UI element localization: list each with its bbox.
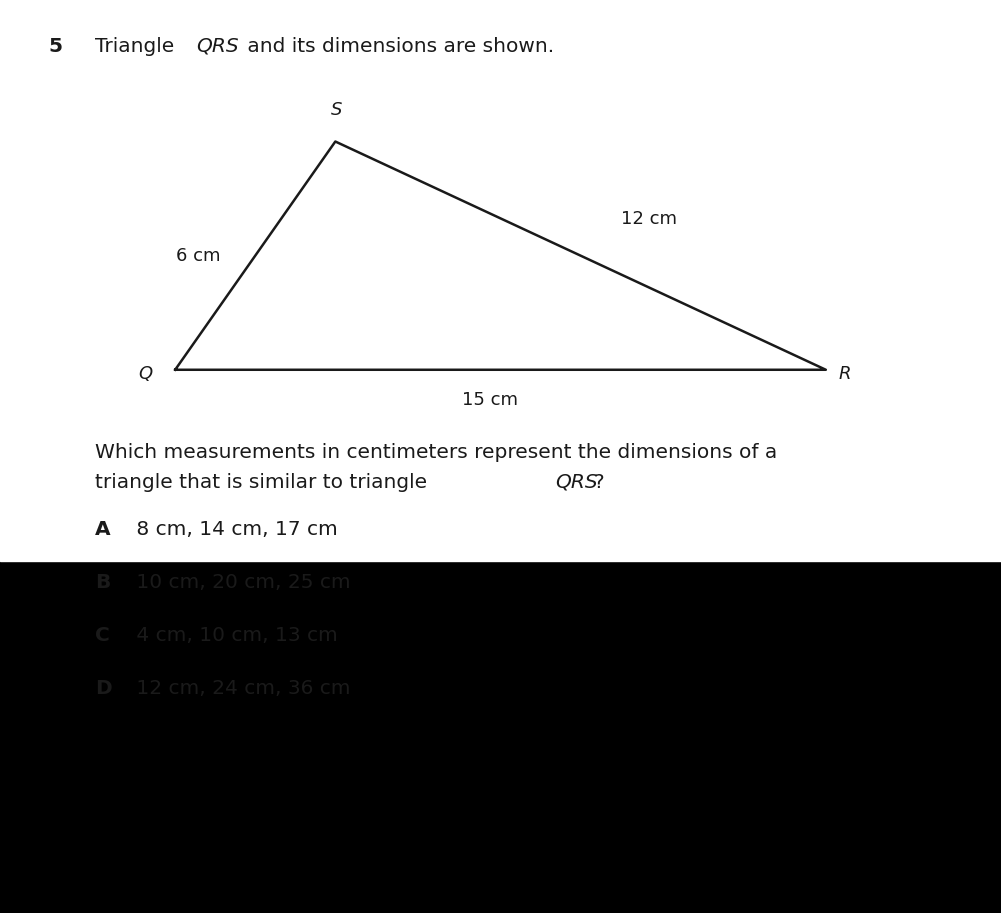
Text: triangle that is similar to triangle: triangle that is similar to triangle bbox=[95, 473, 433, 492]
Text: Triangle: Triangle bbox=[95, 37, 181, 56]
Text: Which measurements in centimeters represent the dimensions of a: Which measurements in centimeters repres… bbox=[95, 443, 778, 462]
Text: R: R bbox=[839, 365, 851, 383]
Text: Q: Q bbox=[138, 365, 152, 383]
Text: ?: ? bbox=[594, 473, 605, 492]
Text: 5: 5 bbox=[48, 37, 62, 56]
Text: 10 cm, 20 cm, 25 cm: 10 cm, 20 cm, 25 cm bbox=[130, 573, 350, 593]
Text: B: B bbox=[95, 573, 110, 593]
Text: A: A bbox=[95, 520, 111, 540]
Text: D: D bbox=[95, 679, 112, 698]
Bar bbox=[0, 561, 1001, 913]
Text: C: C bbox=[95, 626, 110, 645]
Text: S: S bbox=[330, 100, 342, 119]
Text: 8 cm, 14 cm, 17 cm: 8 cm, 14 cm, 17 cm bbox=[130, 520, 338, 540]
Text: QRS: QRS bbox=[556, 473, 599, 492]
Text: 12 cm: 12 cm bbox=[621, 210, 677, 228]
Bar bbox=[0, 0, 1001, 561]
Text: 15 cm: 15 cm bbox=[462, 391, 519, 409]
Text: 12 cm, 24 cm, 36 cm: 12 cm, 24 cm, 36 cm bbox=[130, 679, 350, 698]
Text: and its dimensions are shown.: and its dimensions are shown. bbox=[241, 37, 555, 56]
Text: 4 cm, 10 cm, 13 cm: 4 cm, 10 cm, 13 cm bbox=[130, 626, 338, 645]
Text: QRS: QRS bbox=[196, 37, 239, 56]
Text: 6 cm: 6 cm bbox=[176, 247, 220, 265]
